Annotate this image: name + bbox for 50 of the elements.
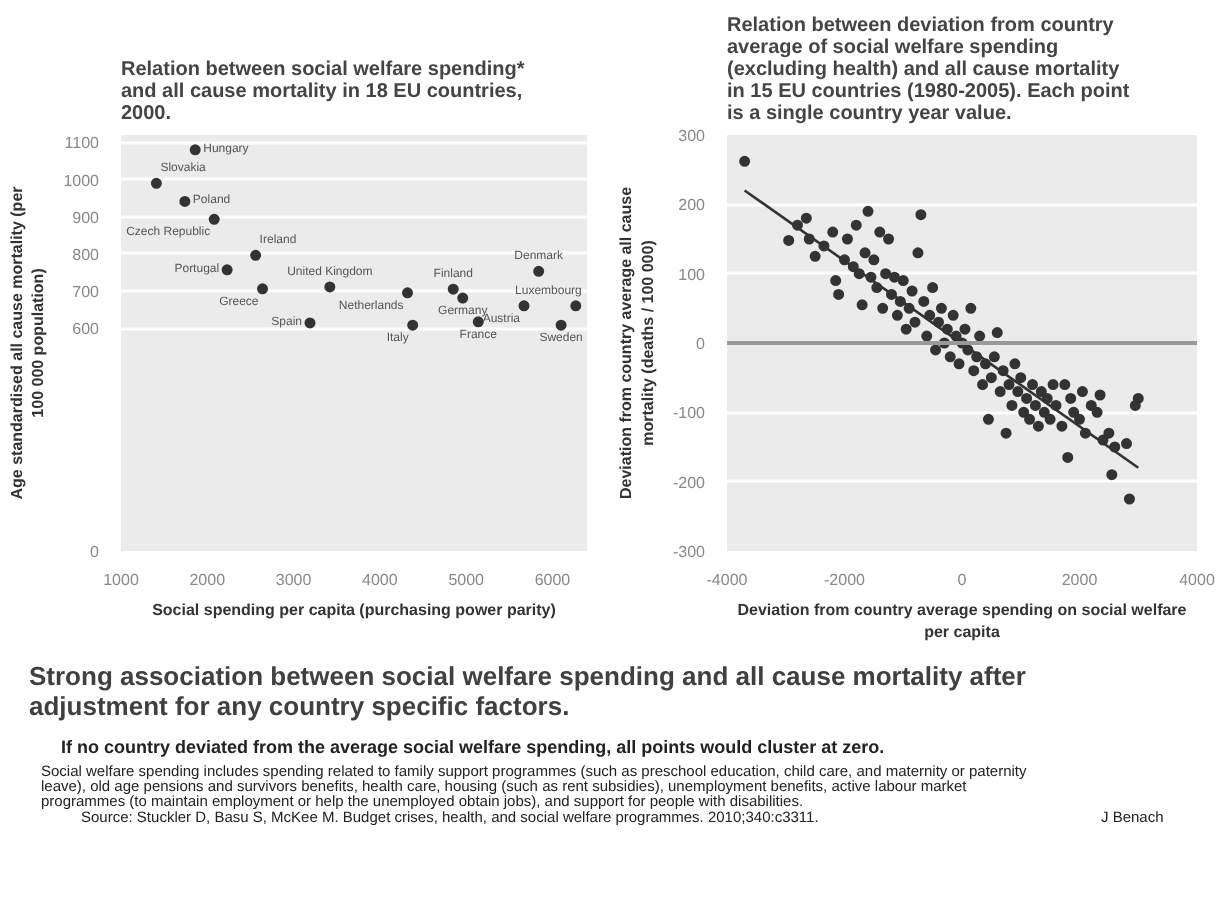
x-tick-label: 4000 [362, 571, 399, 589]
x-axis-title: Social spending per capita (purchasing power parity) [152, 601, 557, 619]
point [257, 283, 269, 295]
y-tick-label: 700 [72, 283, 101, 301]
point [324, 281, 336, 293]
point [555, 319, 567, 331]
point [150, 177, 162, 189]
y-tick-label: 0 [696, 335, 707, 353]
point [179, 195, 191, 207]
x-tick-label: 3000 [275, 571, 313, 589]
y-tick-label: 300 [678, 127, 707, 145]
y-axis-title: Deviation from country average all cause mortality (deaths / 100 000) [617, 185, 657, 500]
y-tick-label: 0 [90, 543, 101, 561]
x-tick-label: 4000 [1179, 571, 1216, 589]
text: is a single country year value. [727, 103, 1012, 125]
y-tick-label: -300 [672, 543, 707, 561]
y-tick-label: 100 [678, 265, 707, 284]
y-tick-label: 900 [72, 208, 101, 227]
y-tick-label: 1000 [63, 171, 101, 190]
point [221, 264, 233, 276]
point [407, 319, 419, 331]
y-tick-label: 800 [72, 245, 101, 264]
x-tick-label: 6000 [534, 571, 572, 589]
text: Strong association between social welfare spending and all cause mortality after adjustment for any country specific factors. [29, 661, 1026, 721]
y-tick-label: 1100 [64, 134, 101, 153]
chart-title: Relation between social welfare spending* and all cause mortality in 18 EU countries, 2000. [121, 59, 525, 125]
point [304, 317, 316, 329]
text: If no country deviated from the average social welfare spending, all points would cluster at zero. [61, 736, 885, 757]
point [533, 265, 545, 277]
point [570, 300, 582, 312]
x-tick-label: -4000 [706, 571, 749, 589]
point [518, 300, 530, 312]
x-tick-label: -2000 [824, 571, 867, 589]
y-tick-label: 200 [678, 196, 707, 215]
y-tick-label: -100 [672, 404, 707, 423]
x-tick-label: 5000 [448, 571, 486, 589]
y-tick-label: -200 [672, 473, 707, 492]
point [402, 287, 413, 299]
x-tick-label: 0 [957, 571, 968, 589]
point [189, 144, 201, 156]
x-tick-label: 1000 [103, 571, 140, 589]
y-tick-label: 600 [72, 320, 101, 339]
point [250, 249, 262, 261]
point [457, 292, 469, 304]
point [447, 283, 459, 295]
x-axis-title: Deviation from country average spending on social welfare per capita [737, 601, 1188, 641]
x-tick-label: 2000 [189, 571, 227, 589]
x-tick-label: 2000 [1061, 571, 1099, 589]
point [208, 213, 220, 225]
y-axis-title: Age standardised all cause mortality (per 100 000 population) [7, 186, 48, 500]
